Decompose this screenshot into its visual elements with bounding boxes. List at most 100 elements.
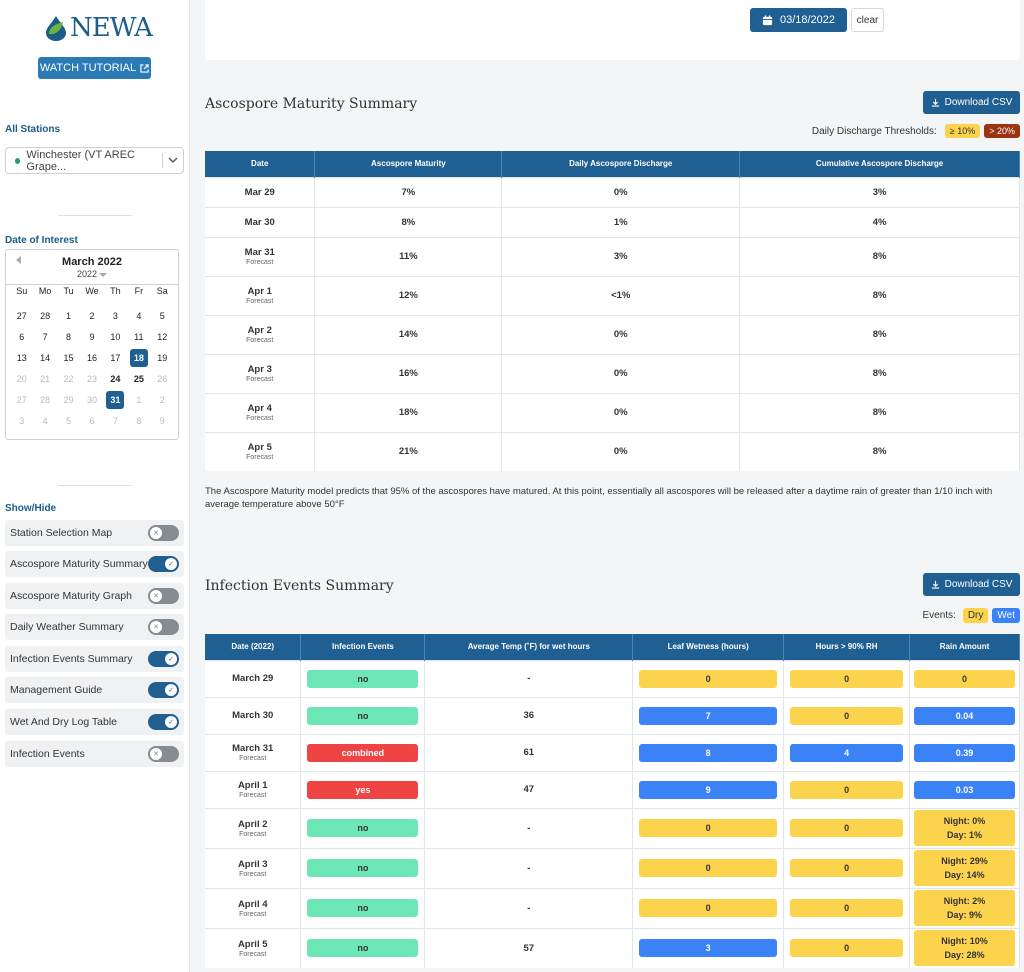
calendar-day[interactable]: 23 — [86, 373, 97, 384]
newa-logo[interactable]: NEWA — [43, 13, 153, 43]
calendar-day[interactable]: 27 — [16, 310, 27, 321]
infection-download-csv-button[interactable]: Download CSV — [923, 573, 1020, 596]
infection-event-cell: no — [300, 659, 426, 697]
daily-discharge-cell: 3% — [501, 236, 741, 276]
calendar-day[interactable]: 30 — [86, 394, 97, 405]
column-header: Daily Ascospore Discharge — [501, 151, 741, 177]
humidity-badge: 0 — [790, 780, 904, 799]
external-link-icon — [140, 63, 149, 73]
calendar-icon — [762, 14, 773, 25]
toggle-label: Infection Events Summary — [10, 653, 133, 665]
calendar-day[interactable]: 17 — [110, 352, 121, 363]
rain-value: Night: 2% — [943, 896, 986, 906]
date-text: Mar 31 — [244, 247, 275, 258]
rain-badge: 0.04 — [914, 706, 1015, 725]
watch-tutorial-button[interactable]: WATCH TUTORIAL — [38, 57, 151, 79]
selected-day: 31 — [106, 390, 125, 409]
infection-event-cell: no — [300, 696, 426, 734]
maturity-cell: 11% — [314, 236, 503, 276]
humidity-cell: 0 — [783, 847, 911, 888]
event-badge: no — [307, 669, 419, 688]
calendar-day[interactable]: 8 — [66, 331, 72, 342]
calendar-day[interactable]: 1 — [136, 394, 142, 405]
calendar-day[interactable]: 28 — [40, 310, 51, 321]
ascospore-download-csv-button[interactable]: Download CSV — [923, 91, 1020, 114]
maturity-cell: 16% — [314, 353, 503, 393]
calendar-day[interactable]: 2 — [89, 310, 95, 321]
toggle-switch[interactable]: ✓ — [148, 651, 179, 667]
calendar-day[interactable]: 16 — [86, 352, 97, 363]
chevron-down-icon[interactable] — [163, 155, 183, 166]
calendar-day[interactable]: 6 — [89, 415, 95, 426]
cumulative-discharge-cell: 3% — [739, 176, 1020, 207]
calendar-day[interactable]: 22 — [63, 373, 74, 384]
toggle-switch[interactable]: ✓ — [148, 556, 179, 572]
calendar-day[interactable]: 13 — [16, 352, 27, 363]
toggle-row: Wet And Dry Log Table ✓ — [5, 709, 184, 735]
calendar-day[interactable]: 4 — [136, 310, 142, 321]
calendar-day[interactable]: 3 — [19, 415, 25, 426]
calendar-day[interactable]: 14 — [40, 352, 51, 363]
calendar-day[interactable]: 15 — [63, 352, 74, 363]
calendar-day[interactable]: 9 — [159, 415, 165, 426]
calendar-year: 2022 — [76, 269, 98, 279]
calendar-day[interactable]: 5 — [66, 415, 72, 426]
rain-cell: Night: 29% Day: 14% — [909, 847, 1020, 888]
toggle-switch[interactable]: ✕ — [148, 619, 179, 635]
calendar-day[interactable]: 31 — [104, 389, 127, 410]
calendar-day[interactable]: 28 — [40, 394, 51, 405]
date-text: March 31 — [232, 743, 274, 754]
calendar-day[interactable]: 7 — [112, 415, 118, 426]
table-row: Apr 3 Forecast 16% 0% 8% — [205, 353, 1020, 393]
calendar-day[interactable]: 3 — [112, 310, 118, 321]
calendar-day[interactable]: 21 — [40, 373, 51, 384]
calendar-day[interactable]: 25 — [133, 373, 144, 384]
rain-cell: Night: 10% Day: 28% — [909, 927, 1020, 968]
calendar-day[interactable]: 27 — [16, 394, 27, 405]
calendar-day[interactable]: 4 — [42, 415, 48, 426]
calendar-day[interactable]: 2 — [159, 394, 165, 405]
rain-badge: Night: 29% Day: 14% — [914, 850, 1015, 886]
calendar-day[interactable]: 1 — [66, 310, 72, 321]
calendar-day[interactable]: 7 — [42, 331, 48, 342]
humidity-badge: 0 — [790, 939, 904, 958]
calendar-day[interactable]: 12 — [157, 331, 168, 342]
calendar-day[interactable]: 24 — [110, 373, 121, 384]
calendar-day[interactable]: 19 — [157, 352, 168, 363]
toggle-switch[interactable]: ✕ — [148, 588, 179, 604]
calendar-day[interactable]: 5 — [159, 310, 165, 321]
calendar-day[interactable]: 26 — [157, 373, 168, 384]
toggle-switch[interactable]: ✕ — [148, 746, 179, 762]
calendar-day[interactable]: 9 — [89, 331, 95, 342]
calendar-day[interactable]: 11 — [134, 331, 144, 342]
table-row: April 3 Forecast no -0 0 Night: 29% Day: 14% — [205, 847, 1020, 888]
rain-value: 0.04 — [955, 710, 974, 721]
forecast-label: Forecast — [246, 415, 274, 422]
toggle-label: Daily Weather Summary — [10, 621, 124, 633]
calendar-day[interactable]: 8 — [136, 415, 142, 426]
prev-month-icon[interactable] — [16, 256, 21, 264]
date-cell: April 4 Forecast — [205, 887, 302, 928]
clear-button[interactable]: clear — [851, 8, 884, 32]
calendar-day[interactable]: 20 — [16, 373, 27, 384]
toggle-switch[interactable]: ✓ — [148, 682, 179, 698]
forecast-label: Forecast — [239, 910, 267, 918]
calendar-day[interactable]: 6 — [19, 331, 25, 342]
date-text: Apr 2 — [247, 325, 272, 336]
date-text: April 2 — [237, 818, 268, 830]
date-picker-card: 03/18/2022 clear — [205, 0, 1020, 60]
toggle-switch[interactable]: ✕ — [148, 525, 179, 541]
logo-text: NEWA — [70, 13, 153, 43]
date-picker-button[interactable]: 03/18/2022 — [750, 8, 847, 32]
calendar-day[interactable]: 10 — [110, 331, 121, 342]
date-cell: April 1 Forecast — [205, 770, 302, 808]
calendar-day[interactable]: 18 — [127, 347, 150, 368]
maturity-cell: 18% — [314, 392, 503, 432]
calendar-day[interactable]: 29 — [63, 394, 74, 405]
calendar-year-select[interactable]: 2022 — [6, 269, 178, 279]
station-select[interactable]: Winchester (VT AREC Grape... — [5, 147, 184, 174]
table-header-row: Date Ascospore Maturity Daily Ascospore Di… — [205, 151, 1020, 177]
leaf-wetness-cell: 8 — [632, 733, 785, 771]
table-row: Apr 5 Forecast 21% 0% 8% — [205, 431, 1020, 471]
toggle-switch[interactable]: ✓ — [148, 714, 179, 730]
